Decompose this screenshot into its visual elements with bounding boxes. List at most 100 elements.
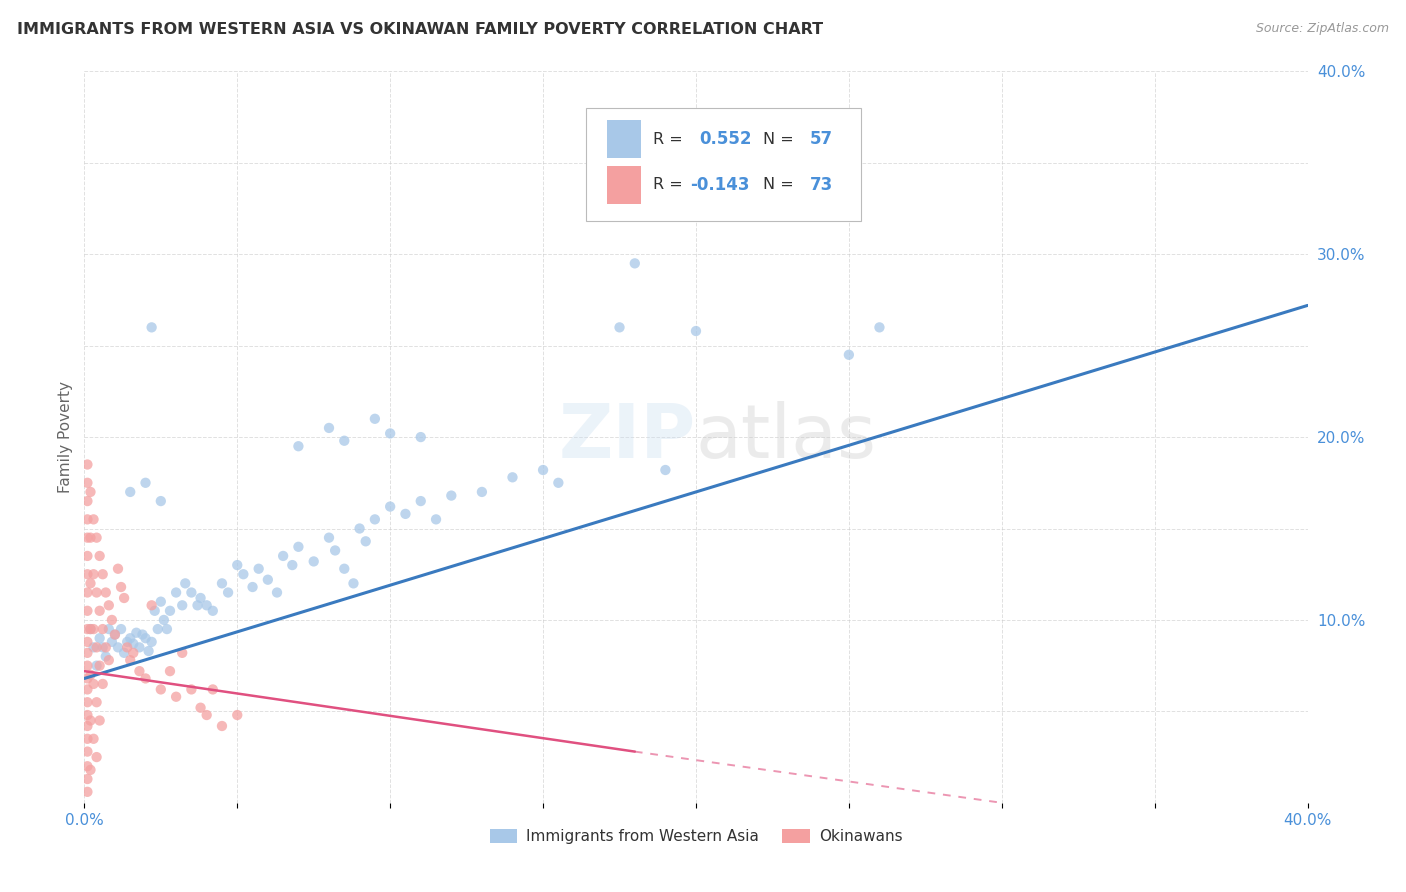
Point (97, 599, 120, 613)
Point (333, 562, 356, 576)
Point (86, 531, 108, 545)
Point (159, 604, 181, 618)
Point (89, 549, 111, 563)
Point (186, 599, 208, 613)
Point (287, 540, 309, 554)
Point (135, 475, 157, 490)
Point (83, 622, 105, 636)
Point (79, 763, 101, 777)
Point (226, 558, 249, 573)
Text: R =: R = (654, 178, 688, 193)
Point (271, 549, 294, 563)
Point (91, 622, 114, 636)
Point (76, 785, 98, 799)
Point (149, 494, 172, 508)
Point (318, 531, 340, 545)
Point (149, 594, 172, 608)
Point (110, 580, 132, 594)
Point (76, 682, 98, 697)
Point (76, 604, 98, 618)
Point (76, 772, 98, 786)
Point (91, 567, 114, 582)
Text: N =: N = (763, 178, 799, 193)
Point (79, 622, 101, 636)
Point (76, 635, 98, 649)
Point (180, 682, 202, 697)
Point (318, 421, 340, 435)
Point (141, 599, 163, 613)
Point (76, 745, 98, 759)
Point (281, 558, 304, 573)
Point (83, 640, 105, 655)
Point (76, 646, 98, 660)
Point (115, 635, 138, 649)
Point (174, 576, 197, 591)
Point (242, 580, 264, 594)
Point (86, 640, 108, 655)
Point (232, 567, 254, 582)
Point (104, 627, 127, 641)
Point (101, 635, 124, 649)
Point (471, 485, 494, 500)
Point (217, 585, 239, 599)
Point (128, 640, 150, 655)
Point (122, 637, 145, 651)
Point (94, 585, 117, 599)
Point (287, 439, 309, 453)
Point (76, 658, 98, 673)
Point (685, 324, 707, 338)
Point (153, 613, 176, 627)
Point (838, 348, 860, 362)
Text: -0.143: -0.143 (690, 176, 749, 194)
Text: R =: R = (654, 132, 688, 147)
Point (354, 534, 377, 549)
Point (624, 256, 647, 270)
Point (342, 576, 364, 591)
Point (91, 640, 114, 655)
Point (83, 677, 105, 691)
Text: 0.552: 0.552 (700, 130, 752, 148)
Point (409, 430, 432, 444)
Point (201, 682, 224, 697)
Point (120, 485, 142, 500)
Point (76, 731, 98, 746)
FancyBboxPatch shape (606, 120, 641, 159)
Point (380, 426, 402, 441)
Point (86, 658, 108, 673)
Point (135, 672, 157, 686)
Point (190, 700, 212, 714)
Point (302, 554, 325, 568)
Point (120, 653, 142, 667)
Point (120, 632, 142, 646)
Point (211, 719, 233, 733)
Point (104, 627, 127, 641)
Point (165, 690, 187, 704)
Point (79, 485, 101, 500)
Text: 57: 57 (810, 130, 832, 148)
Point (165, 585, 187, 599)
Point (89, 658, 111, 673)
Point (247, 562, 270, 576)
Point (79, 531, 101, 545)
Point (83, 731, 105, 746)
Point (76, 708, 98, 723)
Point (76, 549, 98, 563)
Point (531, 463, 554, 477)
Point (409, 494, 432, 508)
Point (364, 512, 387, 526)
Point (172, 646, 194, 660)
Point (76, 512, 98, 526)
Point (76, 458, 98, 472)
Point (122, 646, 145, 660)
Point (364, 412, 387, 426)
Point (76, 759, 98, 773)
Point (323, 543, 346, 558)
Point (333, 434, 356, 448)
Point (91, 677, 114, 691)
FancyBboxPatch shape (606, 166, 641, 203)
Point (143, 604, 166, 618)
Text: IMMIGRANTS FROM WESTERN ASIA VS OKINAWAN FAMILY POVERTY CORRELATION CHART: IMMIGRANTS FROM WESTERN ASIA VS OKINAWAN… (17, 22, 823, 37)
Point (79, 714, 101, 728)
Point (101, 613, 124, 627)
Point (89, 604, 111, 618)
